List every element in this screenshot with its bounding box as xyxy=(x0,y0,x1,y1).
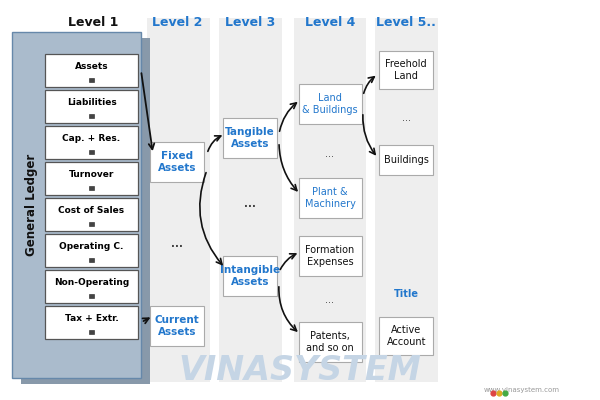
Text: Level 4: Level 4 xyxy=(305,16,355,28)
Text: Plant &
Machinery: Plant & Machinery xyxy=(305,187,355,209)
Text: Turnover: Turnover xyxy=(69,170,114,179)
Text: Operating C.: Operating C. xyxy=(59,242,124,251)
FancyBboxPatch shape xyxy=(89,330,94,334)
Text: ...: ... xyxy=(402,113,411,123)
Text: Active
Account: Active Account xyxy=(386,325,426,347)
FancyBboxPatch shape xyxy=(21,38,150,384)
FancyBboxPatch shape xyxy=(294,18,366,382)
Text: Formation
Expenses: Formation Expenses xyxy=(305,245,355,267)
FancyBboxPatch shape xyxy=(45,198,138,231)
Text: Buildings: Buildings xyxy=(384,155,428,165)
Text: Freehold
Land: Freehold Land xyxy=(385,59,427,81)
FancyBboxPatch shape xyxy=(379,317,433,355)
Text: Tangible
Assets: Tangible Assets xyxy=(226,127,275,149)
FancyBboxPatch shape xyxy=(89,294,94,298)
Text: Level 5..: Level 5.. xyxy=(376,16,436,28)
Text: Non-Operating: Non-Operating xyxy=(54,278,129,287)
Text: Assets: Assets xyxy=(74,62,109,71)
Text: ...: ... xyxy=(325,149,335,159)
Text: www.vinasystem.com: www.vinasystem.com xyxy=(484,387,560,393)
Text: Cap. + Res.: Cap. + Res. xyxy=(62,134,121,143)
FancyBboxPatch shape xyxy=(45,90,138,123)
Text: Level 1: Level 1 xyxy=(68,16,118,28)
Text: Title: Title xyxy=(394,289,419,299)
Text: Current
Assets: Current Assets xyxy=(155,315,199,337)
Text: Liabilities: Liabilities xyxy=(67,98,116,107)
Text: VINASYSTEM: VINASYSTEM xyxy=(179,354,421,386)
FancyBboxPatch shape xyxy=(89,78,94,82)
Text: ...: ... xyxy=(325,295,335,305)
FancyBboxPatch shape xyxy=(45,54,138,87)
FancyBboxPatch shape xyxy=(89,258,94,262)
FancyBboxPatch shape xyxy=(89,222,94,226)
FancyBboxPatch shape xyxy=(299,236,361,276)
Text: Level 3: Level 3 xyxy=(225,16,275,28)
FancyBboxPatch shape xyxy=(89,150,94,154)
Text: Fixed
Assets: Fixed Assets xyxy=(158,151,196,173)
Text: General Ledger: General Ledger xyxy=(25,154,38,256)
FancyBboxPatch shape xyxy=(147,18,210,382)
FancyBboxPatch shape xyxy=(45,126,138,159)
Text: Land
& Buildings: Land & Buildings xyxy=(302,93,358,115)
FancyBboxPatch shape xyxy=(150,306,204,346)
Text: Level 2: Level 2 xyxy=(152,16,202,28)
FancyBboxPatch shape xyxy=(89,114,94,118)
FancyBboxPatch shape xyxy=(379,145,433,175)
FancyBboxPatch shape xyxy=(299,84,361,124)
Text: Cost of Sales: Cost of Sales xyxy=(58,206,125,215)
FancyBboxPatch shape xyxy=(45,162,138,195)
Text: ...: ... xyxy=(171,239,183,249)
FancyBboxPatch shape xyxy=(223,118,277,158)
Text: Intangible
Assets: Intangible Assets xyxy=(220,265,280,287)
FancyBboxPatch shape xyxy=(379,51,433,89)
FancyBboxPatch shape xyxy=(45,234,138,267)
Text: ...: ... xyxy=(244,199,256,209)
FancyBboxPatch shape xyxy=(45,270,138,303)
FancyBboxPatch shape xyxy=(45,306,138,339)
FancyBboxPatch shape xyxy=(299,322,361,362)
FancyBboxPatch shape xyxy=(375,18,438,382)
Text: Patents,
and so on: Patents, and so on xyxy=(306,331,354,353)
FancyBboxPatch shape xyxy=(223,256,277,296)
Text: Tax + Extr.: Tax + Extr. xyxy=(65,314,118,323)
FancyBboxPatch shape xyxy=(299,178,361,218)
FancyBboxPatch shape xyxy=(150,142,204,182)
FancyBboxPatch shape xyxy=(12,32,141,378)
FancyBboxPatch shape xyxy=(219,18,282,382)
FancyBboxPatch shape xyxy=(89,186,94,190)
